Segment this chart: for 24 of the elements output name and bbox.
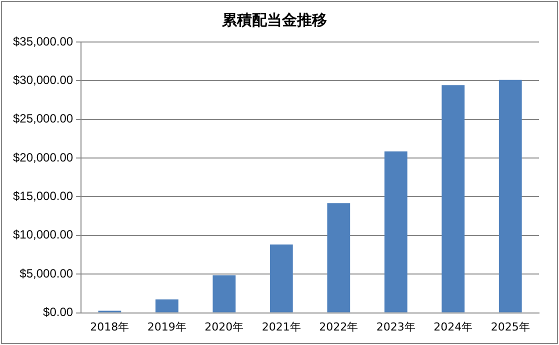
y-tick-label: $25,000.00 [12, 112, 74, 126]
bar [498, 80, 522, 312]
x-tick-label: 2018年 [90, 320, 130, 334]
y-tick-label: $0.00 [43, 305, 74, 320]
x-tick-label: 2021年 [262, 320, 301, 334]
chart-title: 累積配当金推移 [221, 10, 327, 29]
x-tick-label: 2020年 [204, 320, 244, 334]
x-tick-label: 2025年 [490, 320, 530, 334]
bar [442, 85, 465, 312]
x-tick-label: 2019年 [147, 320, 186, 334]
y-tick-label: $35,000.00 [12, 34, 74, 48]
bar [212, 275, 236, 312]
y-tick-label: $15,000.00 [12, 189, 74, 204]
bar [327, 203, 350, 312]
x-tick-label: 2024年 [434, 320, 473, 334]
y-tick-label: $30,000.00 [12, 73, 74, 87]
bar [155, 299, 178, 312]
x-tick-label: 2023年 [376, 320, 416, 334]
bar [384, 151, 408, 312]
y-tick-label: $20,000.00 [12, 150, 74, 164]
x-tick-label: 2022年 [319, 320, 358, 334]
bar [270, 244, 293, 312]
y-tick-label: $10,000.00 [12, 228, 74, 242]
y-tick-label: $5,000.00 [20, 266, 74, 280]
